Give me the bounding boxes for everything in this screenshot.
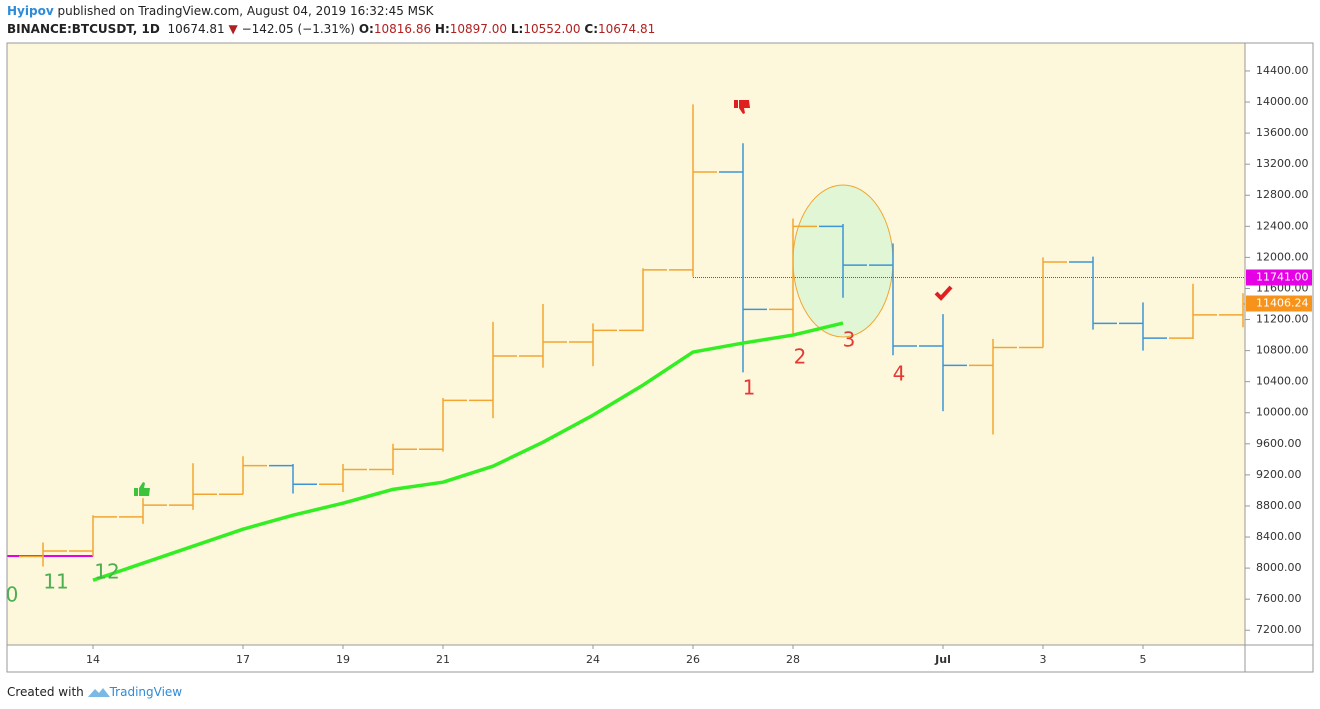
y-tick-label: 8400.00	[1256, 530, 1302, 543]
h-value: 10897.00	[449, 22, 508, 36]
price-axis	[1245, 43, 1313, 645]
y-tick-label: 10800.00	[1256, 344, 1309, 357]
y-tick-label: 12800.00	[1256, 188, 1309, 201]
y-tick-label: 9600.00	[1256, 437, 1302, 450]
author: Hyipov	[7, 4, 54, 18]
created: Created with	[7, 685, 84, 699]
y-tick-label: 11200.00	[1256, 313, 1309, 326]
annotation: 12	[94, 560, 119, 584]
y-tick-label: 8000.00	[1256, 561, 1302, 574]
x-tick-label: 5	[1140, 653, 1147, 666]
o-label: O:	[358, 22, 374, 36]
y-tick-label: 10400.00	[1256, 375, 1309, 388]
symbol-line: BINANCE:BTCUSDT, 1D 10674.81 ▼ −142.05 (…	[7, 22, 655, 36]
last: 10674.81	[167, 22, 225, 36]
price-label: 11741.00	[1256, 271, 1309, 284]
symbol: BINANCE:BTCUSDT, 1D	[7, 22, 160, 36]
l-value: 10552.00	[523, 22, 581, 36]
annotation: 11	[43, 570, 68, 594]
y-tick-label: 13600.00	[1256, 126, 1309, 139]
price-label-box	[1246, 269, 1312, 286]
down-arrow: ▼	[228, 22, 238, 36]
x-tick-label: 21	[436, 653, 450, 666]
x-tick-label: 3	[1040, 653, 1047, 666]
y-tick-label: 13200.00	[1256, 157, 1309, 170]
footer: Created with TradingView	[7, 684, 182, 699]
l-label: L:	[510, 22, 524, 36]
annotation: 2	[794, 345, 807, 369]
x-tick-label: 14	[86, 653, 100, 666]
price-label: 11406.24	[1256, 297, 1309, 310]
x-tick-label: 24	[586, 653, 600, 666]
y-tick-label: 14400.00	[1256, 64, 1309, 77]
c-value: 10674.81	[598, 22, 656, 36]
annotation: 3	[843, 328, 856, 352]
o-value: 10816.86	[373, 22, 432, 36]
y-tick-label: 7200.00	[1256, 623, 1302, 636]
y-tick-label: 12400.00	[1256, 219, 1309, 232]
logo	[87, 688, 110, 697]
change: −142.05 (−1.31%)	[241, 22, 355, 36]
header-line: Hyipov published on TradingView.com, Aug…	[7, 4, 434, 18]
c-label: C:	[584, 22, 599, 36]
x-tick-label: 19	[336, 653, 350, 666]
x-tick-label: 26	[686, 653, 700, 666]
x-tick-label: 17	[236, 653, 250, 666]
y-tick-label: 9200.00	[1256, 468, 1302, 481]
y-tick-label: 10000.00	[1256, 406, 1309, 419]
annotation: 1	[743, 376, 756, 400]
frame	[6, 42, 1314, 673]
brand: TradingView	[109, 685, 183, 699]
y-tick-label: 14000.00	[1256, 95, 1309, 108]
x-tick-label: 28	[786, 653, 800, 666]
annotation: 4	[893, 362, 906, 386]
x-tick-label: Jul	[934, 653, 951, 666]
price-label-box	[1246, 295, 1312, 312]
published: published on TradingView.com, August 04,…	[57, 4, 434, 18]
moving-average	[92, 321, 844, 582]
thumb-down-icon	[734, 100, 750, 114]
plot	[7, 104, 1245, 582]
y-tick-label: 8800.00	[1256, 499, 1302, 512]
h-label: H:	[434, 22, 450, 36]
thumb-up-icon	[134, 482, 150, 496]
plot-background	[7, 43, 1245, 645]
check-icon	[934, 285, 953, 301]
icons	[134, 100, 953, 496]
annotation: 0	[6, 583, 19, 607]
y-tick-label: 7600.00	[1256, 592, 1302, 605]
y-tick-label: 12000.00	[1256, 250, 1309, 263]
